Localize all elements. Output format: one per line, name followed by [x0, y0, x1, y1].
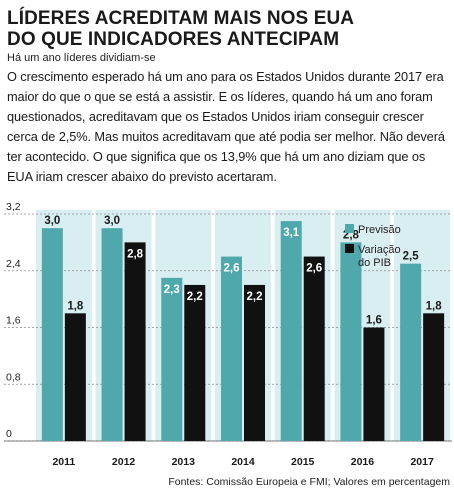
source-note: Fontes: Comissão Europeia e FMI; Valores… [168, 476, 450, 488]
label-previsao-2014: 2,6 [224, 263, 240, 275]
label-variacao-2012: 2,8 [127, 248, 144, 260]
x-tick-label: 2011 [52, 456, 75, 468]
legend-label-variacao: Variação [358, 244, 401, 256]
legend-label-variacao-line2: do PIB [358, 257, 391, 269]
label-previsao-2015: 3,1 [283, 227, 300, 239]
bar-previsao-2016 [340, 242, 362, 441]
legend-label-previsao: Previsão [358, 224, 401, 236]
legend-swatch-previsao [345, 224, 354, 233]
bar-variacao-2014 [244, 284, 265, 441]
body-text: O crescimento esperado há um ano para os… [7, 69, 445, 184]
label-variacao-2014: 2,2 [247, 291, 263, 303]
x-tick-label: 2017 [410, 456, 434, 468]
y-tick-label: 3,2 [6, 201, 21, 213]
x-tick-label: 2015 [291, 456, 315, 468]
bar-variacao-2012 [124, 242, 146, 441]
title-line-1: LÍDERES ACREDITAM MAIS NOS EUA [7, 8, 355, 29]
y-tick-label: 2,4 [6, 258, 21, 270]
bars-layer [41, 221, 445, 441]
x-tick-label: 2013 [172, 456, 196, 468]
x-tick-label: 2014 [231, 456, 255, 468]
label-previsao-2017: 2,5 [403, 251, 420, 263]
label-variacao-2017: 1,8 [426, 300, 443, 312]
y-tick-label: 0,8 [6, 371, 21, 383]
x-tick-label: 2016 [351, 456, 375, 468]
bar-previsao-2012 [101, 228, 123, 441]
bar-variacao-2011 [64, 313, 86, 441]
bar-variacao-2016 [363, 327, 385, 441]
label-variacao-2016: 1,6 [366, 315, 382, 327]
bar-previsao-2017 [400, 263, 422, 441]
label-variacao-2013: 2,2 [187, 291, 203, 303]
bar-previsao-2013 [161, 277, 183, 441]
title-line-2: DO QUE INDICADORES ANTECIPAM [7, 29, 340, 50]
bar-variacao-2015 [303, 256, 325, 441]
legend-swatch-variacao [345, 244, 354, 253]
label-previsao-2011: 3,0 [44, 215, 60, 227]
x-tick-label: 2012 [112, 456, 136, 468]
y-tick-label: 1,6 [6, 315, 21, 327]
subtitle: Há um ano líderes dividiam-se [7, 52, 156, 64]
label-variacao-2011: 1,8 [67, 300, 84, 312]
y-tick-label: 0 [6, 428, 12, 440]
labels-layer: 3,0 1,8 2011 3,0 2,8 2012 2,3 2,2 2013 2,6 2,2 2014… [44, 215, 442, 468]
bar-previsao-2011 [41, 228, 63, 441]
label-previsao-2013: 2,3 [164, 284, 180, 296]
bar-previsao-2014 [221, 256, 242, 441]
bar-variacao-2013 [184, 284, 206, 441]
label-previsao-2012: 3,0 [104, 215, 120, 227]
bar-variacao-2017 [423, 313, 445, 441]
label-variacao-2015: 2,6 [306, 263, 322, 275]
bar-previsao-2015 [280, 221, 302, 441]
